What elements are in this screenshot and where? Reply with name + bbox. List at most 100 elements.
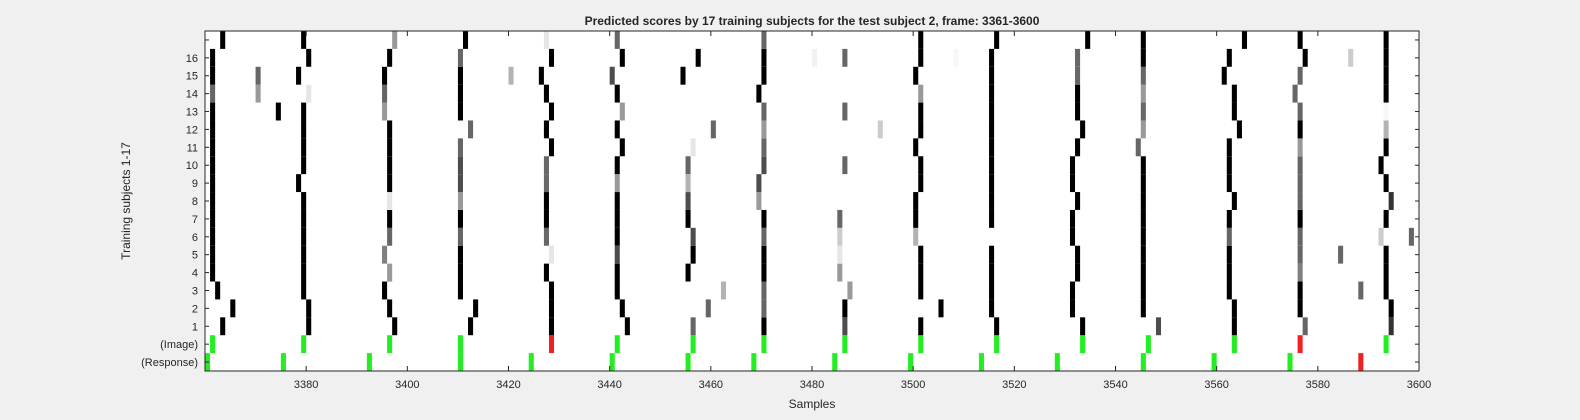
score-cell: [614, 174, 620, 193]
score-cell: [306, 299, 312, 318]
score-cell: [761, 138, 767, 157]
x-tick-label: 3460: [699, 379, 723, 391]
score-cell: [1226, 174, 1232, 193]
score-cell: [1226, 156, 1232, 175]
score-cell: [614, 192, 620, 210]
y-tick-label: 12: [186, 124, 198, 136]
score-cell: [1069, 174, 1076, 193]
score-cell: [994, 31, 1000, 49]
score-cell: [1069, 209, 1076, 228]
score-cell: [457, 192, 463, 210]
score-cell: [387, 299, 393, 318]
score-cell: [301, 209, 307, 228]
response-mark: [978, 353, 984, 371]
score-cell: [1292, 84, 1298, 103]
score-cell: [306, 317, 312, 336]
score-cell: [761, 120, 767, 139]
score-cell: [1226, 281, 1232, 300]
response-mark: [1211, 353, 1217, 371]
response-mark: [366, 353, 372, 371]
y-tick-label: 5: [192, 250, 198, 262]
score-cell: [457, 263, 463, 282]
score-cell: [301, 227, 307, 246]
score-cell: [301, 281, 307, 300]
score-cell: [387, 138, 393, 157]
score-cell: [210, 263, 216, 282]
score-cell: [543, 156, 549, 175]
score-cell: [842, 299, 848, 318]
score-cell: [1140, 102, 1146, 121]
heatmap-cells: [205, 31, 1414, 371]
score-cell: [1383, 174, 1389, 193]
score-cell: [619, 299, 625, 318]
x-tick-label: 3540: [1103, 379, 1127, 391]
score-cell: [457, 245, 463, 264]
score-cell: [382, 84, 388, 103]
y-tick-label: 2: [192, 303, 198, 315]
response-mark: [1287, 353, 1293, 371]
score-cell: [1075, 48, 1081, 67]
score-cell: [220, 31, 226, 49]
y-tick-label: 13: [186, 107, 198, 119]
score-cell: [1140, 156, 1146, 175]
score-cell: [543, 263, 549, 282]
score-cell: [685, 263, 691, 282]
score-cell: [301, 102, 307, 121]
x-tick-label: 3420: [496, 379, 520, 391]
score-cell: [301, 31, 307, 49]
score-cell: [989, 84, 995, 103]
score-cell: [210, 209, 216, 228]
score-cell: [989, 156, 995, 175]
score-cell: [1297, 138, 1303, 157]
score-cell: [842, 317, 848, 336]
score-cell: [1075, 138, 1081, 157]
y-tick-label: 8: [192, 196, 198, 208]
score-cell: [210, 84, 216, 103]
y-tick-label: 3: [192, 285, 198, 297]
score-cell: [468, 317, 474, 336]
score-cell: [761, 281, 767, 300]
score-cell: [761, 317, 767, 336]
score-cell: [989, 174, 995, 193]
score-cell: [1075, 192, 1081, 210]
score-cell: [614, 209, 620, 228]
score-cell: [210, 174, 216, 193]
score-cell: [301, 156, 307, 175]
score-cell: [989, 209, 995, 228]
score-cell: [1085, 31, 1091, 49]
response-mark: [1054, 353, 1060, 371]
score-cell: [761, 227, 767, 246]
score-cell: [508, 66, 514, 85]
score-cell: [457, 227, 463, 246]
score-cell: [387, 227, 393, 246]
score-cell: [1297, 299, 1303, 318]
score-cell: [685, 174, 691, 193]
score-cell: [543, 31, 549, 49]
score-cell: [761, 31, 767, 49]
response-mark: [280, 353, 286, 371]
score-cell: [306, 48, 312, 67]
y-tick-label: 4: [192, 268, 198, 280]
score-cell: [382, 102, 388, 121]
score-cell: [918, 174, 924, 193]
score-cell: [457, 281, 463, 300]
score-cell: [989, 245, 995, 264]
y-tick-label: 15: [186, 71, 198, 83]
score-cell: [619, 102, 625, 121]
score-cell: [1069, 281, 1076, 300]
score-cell: [1069, 227, 1076, 246]
score-cell: [761, 245, 767, 264]
score-cell: [301, 192, 307, 210]
score-cell: [938, 299, 944, 318]
score-cell: [847, 281, 853, 300]
score-cell: [1226, 48, 1232, 67]
score-cell: [953, 48, 959, 67]
score-cell: [387, 263, 393, 282]
score-cell: [210, 66, 216, 85]
score-cell: [1140, 245, 1146, 264]
score-cell: [392, 317, 398, 336]
score-cell: [1140, 31, 1146, 49]
score-cell: [543, 120, 549, 139]
score-cell: [220, 317, 226, 336]
score-cell: [1383, 245, 1389, 264]
